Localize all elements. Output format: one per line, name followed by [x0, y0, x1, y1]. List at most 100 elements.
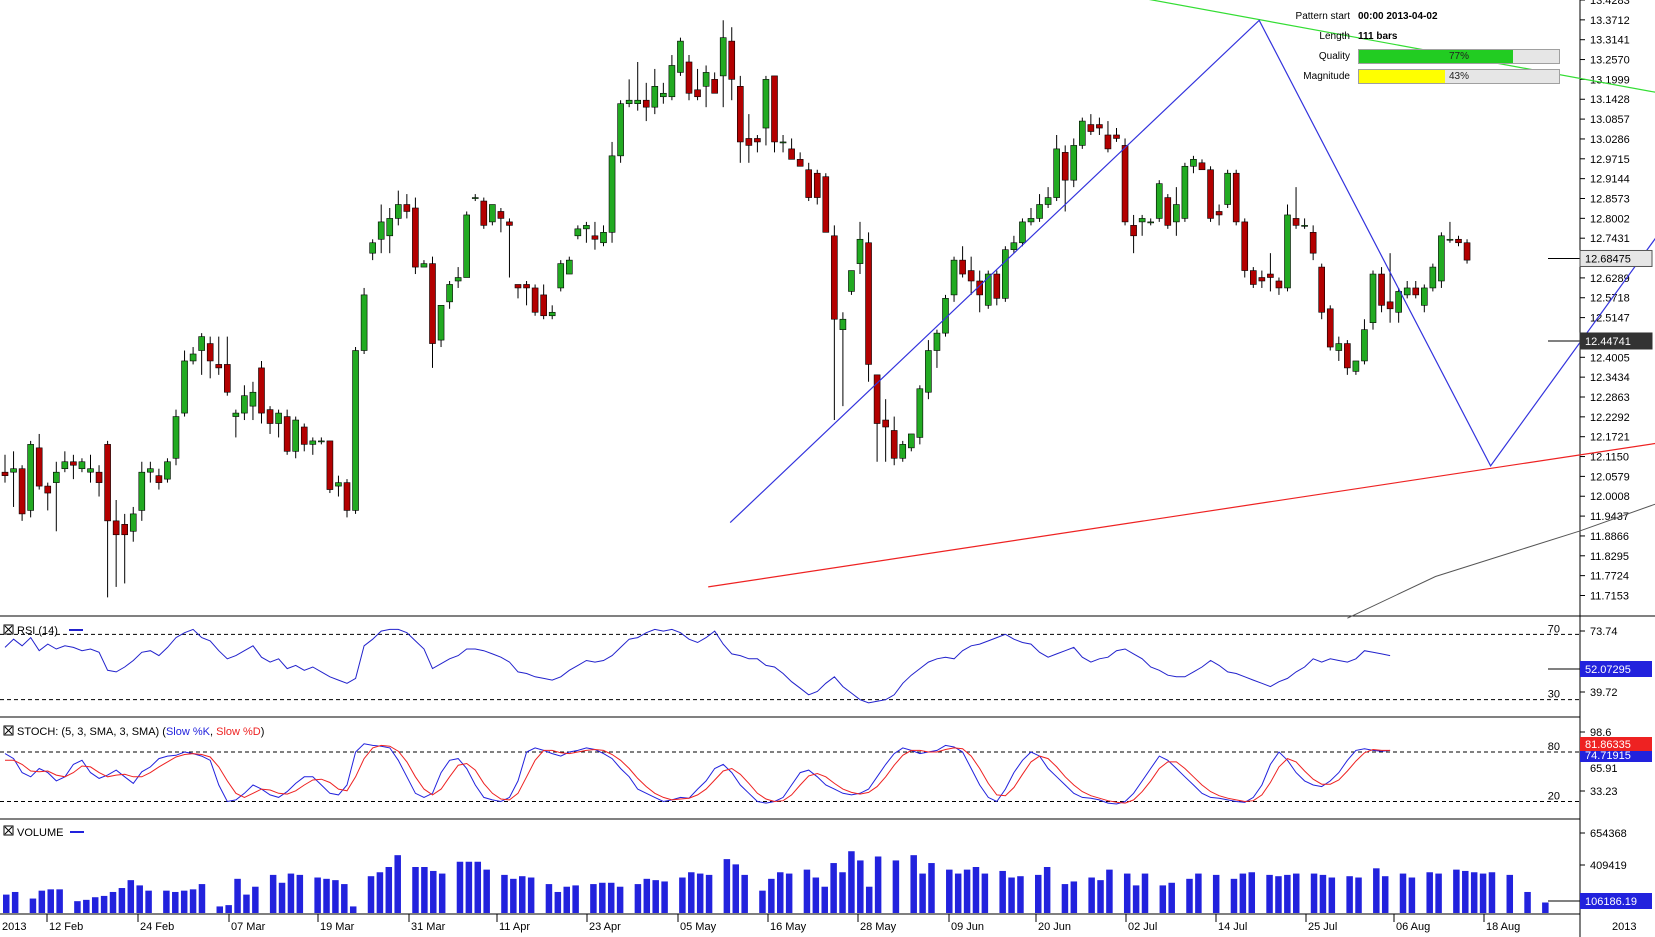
volume-bar	[109, 891, 117, 913]
volume-value-box	[1580, 893, 1652, 909]
candle	[121, 513, 128, 584]
volume-bar	[83, 899, 90, 913]
candle-body	[848, 270, 855, 292]
candle	[112, 499, 120, 587]
stoch-tick-label: 33.23	[1590, 786, 1618, 798]
candle	[617, 100, 624, 163]
volume-bar	[323, 878, 330, 913]
candle-body	[1190, 159, 1197, 167]
volume-bar	[1488, 872, 1496, 913]
candle	[480, 197, 488, 229]
rsi-panel: 70 30 RSI (14)	[0, 623, 1580, 718]
candle	[52, 461, 60, 532]
price-tick-label: 12.5718	[1590, 293, 1630, 305]
candle-body	[249, 391, 257, 407]
candle	[463, 211, 471, 278]
candle-body	[967, 270, 975, 282]
candle	[591, 221, 599, 250]
candle	[44, 482, 52, 511]
volume-bar	[1123, 873, 1131, 913]
candle-body	[1241, 221, 1249, 271]
candle-body	[10, 468, 17, 473]
candle	[352, 347, 359, 514]
price-tick-label: 12.1721	[1590, 432, 1630, 444]
volume-bar	[1230, 878, 1238, 913]
candle-body	[719, 37, 727, 77]
candle	[1207, 166, 1214, 222]
candle	[685, 55, 693, 101]
candle-body	[933, 332, 941, 351]
candle	[839, 312, 847, 407]
volume-bar	[243, 894, 250, 913]
candle	[694, 68, 701, 101]
candle	[147, 461, 154, 483]
candle	[796, 152, 804, 167]
volume-bar	[1275, 876, 1282, 913]
volume-bar	[1239, 873, 1247, 913]
svg-text:STOCH: (5, 3, SMA, 3, SMA) (Sl: STOCH: (5, 3, SMA, 3, SMA) (Slow %K, Slo…	[17, 726, 264, 738]
volume-bar	[919, 873, 926, 913]
volume-bar	[572, 885, 579, 913]
candle-body	[52, 471, 60, 483]
candle	[1421, 284, 1428, 313]
volume-bar	[857, 860, 864, 913]
candle-body	[18, 468, 26, 515]
candle	[788, 138, 795, 160]
candle	[600, 225, 607, 247]
candle-body	[1326, 308, 1334, 348]
rsi-tick-label: 73.74	[1590, 626, 1618, 638]
volume-bar	[946, 869, 953, 913]
candle	[1096, 117, 1103, 135]
candle	[1, 454, 9, 483]
volume-bar	[1462, 870, 1469, 913]
candle	[429, 256, 436, 368]
candle	[1378, 267, 1385, 313]
candle	[907, 433, 915, 452]
candle-body	[899, 444, 907, 459]
x-tick-label: 2013	[1612, 921, 1636, 933]
price-tick-label: 11.8866	[1590, 531, 1629, 543]
price-tick-label: 13.3141	[1590, 35, 1630, 47]
candle-body	[1164, 197, 1172, 226]
candle	[215, 336, 223, 375]
candle-body	[805, 169, 813, 198]
candle	[1463, 239, 1471, 264]
candle	[172, 409, 180, 466]
candle-body	[87, 468, 94, 473]
stoch-k-value-box	[1580, 748, 1652, 762]
rsi-line	[4, 628, 1391, 704]
candle-body	[916, 388, 924, 438]
volume-bar	[47, 889, 54, 913]
magnitude-bar: 43%	[1358, 69, 1560, 84]
volume-bar	[430, 870, 437, 913]
candle-body	[728, 40, 736, 80]
volume-bar	[848, 851, 855, 913]
candle	[1147, 218, 1154, 226]
volume-bar	[367, 876, 375, 913]
stoch-d-legend: Slow %D	[216, 726, 261, 738]
volume-bar	[145, 890, 152, 913]
candle-body	[1232, 172, 1240, 223]
candle	[1104, 121, 1112, 153]
candle-body	[694, 89, 701, 98]
candle-body	[369, 242, 376, 254]
candle-body	[865, 242, 872, 365]
volume-bar	[349, 906, 357, 913]
candle	[506, 218, 513, 278]
price-tick-label: 11.9437	[1590, 511, 1629, 523]
candle	[1138, 214, 1146, 236]
candle-body	[352, 350, 359, 511]
candle	[78, 458, 86, 473]
candle	[241, 385, 248, 421]
candle	[1224, 169, 1231, 208]
volume-bar	[723, 859, 731, 913]
volume-bar	[1008, 877, 1015, 913]
candle	[1335, 336, 1343, 361]
candle-body	[275, 412, 282, 424]
price-tick-label: 13.1428	[1590, 94, 1630, 106]
volume-bar	[839, 872, 846, 913]
candle-body	[788, 148, 795, 160]
volume-bar	[874, 856, 882, 913]
candle-body	[625, 99, 633, 104]
volume-bar	[954, 873, 962, 913]
